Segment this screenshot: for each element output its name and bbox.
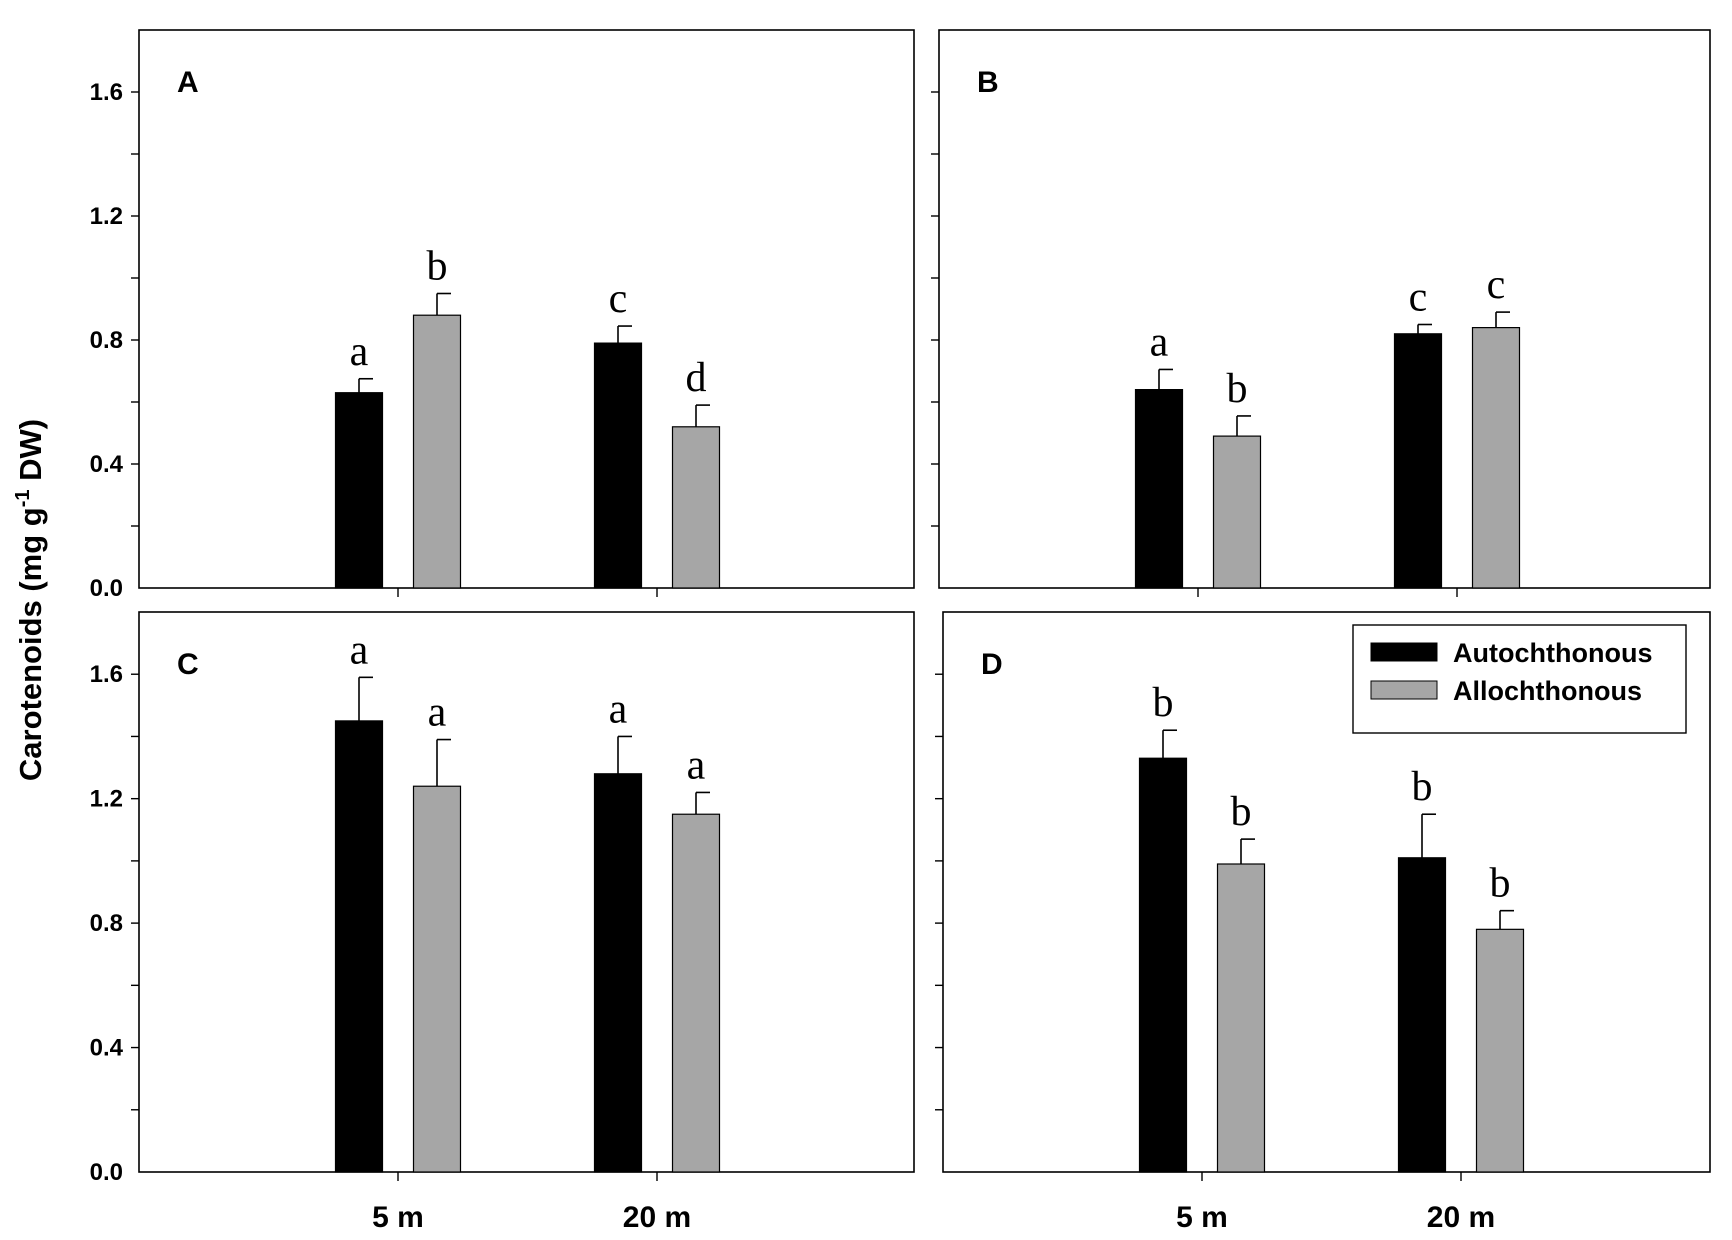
- significance-letter: b: [1153, 680, 1174, 726]
- bar: [412, 785, 462, 1173]
- y-tick-label: 0.8: [90, 910, 123, 937]
- y-tick-label: 1.2: [90, 203, 123, 230]
- x-category-label: 5 m: [372, 1201, 424, 1234]
- x-category-labels-layer: 5 m 20 m 5 m 20 m: [372, 1201, 1495, 1234]
- panel-frame: [942, 611, 1711, 1173]
- panel-d: Db b b b: [935, 611, 1711, 1181]
- panel-letter: B: [977, 66, 999, 99]
- significance-letter: a: [350, 627, 369, 673]
- significance-letter: b: [1231, 789, 1252, 835]
- y-tick-label: 1.6: [90, 79, 123, 106]
- y-tick-label: 0.0: [90, 575, 123, 602]
- significance-letter: a: [687, 742, 706, 788]
- panel-letter: A: [177, 66, 199, 99]
- significance-letter: b: [1490, 861, 1511, 907]
- y-tick-label: 0.0: [90, 1159, 123, 1186]
- bar: [671, 813, 721, 1173]
- significance-letter: a: [1150, 319, 1169, 365]
- panel-letter: D: [981, 648, 1003, 681]
- panel-a: 0.0 0.4 0.8 1.2 1.6 Aa c b d: [90, 29, 915, 602]
- significance-letter: a: [609, 686, 628, 732]
- bar: [1471, 327, 1521, 589]
- y-axis-title-layer: Carotenoids (mg g-1 DW): [12, 419, 48, 781]
- significance-letter: a: [428, 690, 447, 736]
- bar: [334, 392, 384, 589]
- panels-layer: 0.0 0.4 0.8 1.2 1.6 Aa c b d Ba c b c 0.0 0.4 0.8 1.2 1.6…: [90, 29, 1711, 1186]
- panel-frame: [938, 29, 1711, 589]
- significance-letter: d: [686, 355, 707, 401]
- bar: [1134, 389, 1184, 589]
- bar: [593, 342, 643, 589]
- significance-letter: c: [1409, 275, 1428, 321]
- bar: [1397, 857, 1447, 1173]
- bar: [1138, 757, 1188, 1173]
- y-tick-label: 0.4: [90, 451, 124, 478]
- legend: Autochthonous Allochthonous: [1352, 624, 1687, 734]
- bar: [1475, 928, 1525, 1173]
- y-tick-label: 1.6: [90, 661, 123, 688]
- panel-frame: [138, 29, 915, 589]
- y-axis-title: Carotenoids (mg g-1 DW): [12, 419, 48, 781]
- significance-letter: c: [1487, 262, 1506, 308]
- panel-frame: [138, 611, 915, 1173]
- significance-letter: a: [350, 329, 369, 375]
- bar: [1216, 863, 1266, 1173]
- bar: [334, 720, 384, 1173]
- y-tick-label: 0.4: [90, 1035, 124, 1062]
- significance-letter: b: [427, 244, 448, 290]
- significance-letter: b: [1227, 366, 1248, 412]
- legend-swatch: [1370, 642, 1438, 662]
- bar: [671, 426, 721, 589]
- bar: [593, 773, 643, 1173]
- panel-letter: C: [177, 648, 199, 681]
- y-tick-label: 0.8: [90, 327, 123, 354]
- significance-letter: b: [1412, 764, 1433, 810]
- bar: [1212, 435, 1262, 589]
- bar: [1393, 333, 1443, 589]
- legend-swatch: [1370, 680, 1438, 700]
- bar: [412, 314, 462, 589]
- significance-letter: c: [609, 276, 628, 322]
- legend-label: Allochthonous: [1453, 676, 1642, 706]
- y-tick-label: 1.2: [90, 786, 123, 813]
- x-category-label: 5 m: [1176, 1201, 1228, 1234]
- x-category-label: 20 m: [1427, 1201, 1495, 1234]
- panel-b: Ba c b c: [931, 29, 1711, 597]
- x-category-label: 20 m: [623, 1201, 691, 1234]
- legend-label: Autochthonous: [1453, 638, 1652, 668]
